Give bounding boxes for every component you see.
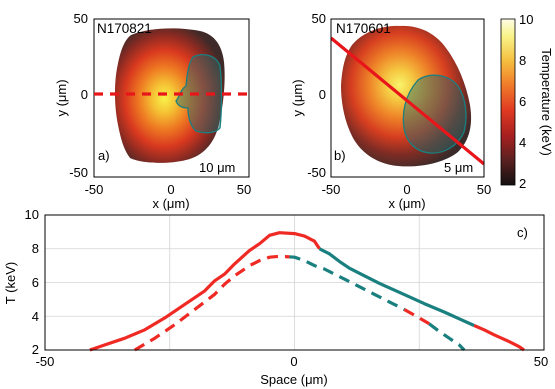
panel-label-b: b) [334,148,346,163]
xtick-b-2: 50 [477,182,491,197]
panel-c: c) -50 0 50 10 8 6 4 2 Space (μm) T (keV… [3,207,548,387]
hotspot-image-b [341,25,472,167]
colorbar-tick-3: 4 [519,135,526,150]
ytick-c-2: 6 [32,275,39,290]
ytick-c-1: 8 [32,241,39,256]
colorbar-tick-1: 8 [519,53,526,68]
colorbar-gradient [500,18,516,186]
ytick-c-0: 10 [25,207,39,222]
scalebar-label-a: 10 μm [199,160,235,175]
ylabel-b: y (μm) [290,79,305,116]
chart-lines [89,231,525,352]
series-dashed-segment-1 [289,255,406,311]
xtick-a-0: -50 [85,182,104,197]
xtick-c-1: 0 [290,354,297,369]
cold-region-b [402,74,467,154]
ylabel-a: y (μm) [54,79,69,116]
colorbar: 10 8 6 4 2 Temperature (keV) [500,12,554,191]
panel-label-a: a) [98,148,110,163]
xtick-b-1: 0 [403,182,410,197]
shot-label-b: N170601 [336,21,391,36]
panel-b: N170601 b) 5 μm -50 0 50 50 0 -50 x (μm)… [290,11,491,211]
xtick-a-1: 0 [167,182,174,197]
ytick-b-1: 0 [319,87,326,102]
ytick-c-3: 4 [32,309,39,324]
ytick-b-2: -50 [307,165,326,180]
series-dashed-segment-0 [133,254,290,352]
colorbar-tick-0: 10 [519,12,533,27]
shot-label-a: N170821 [97,21,152,36]
xlabel-c: Space (μm) [260,372,327,387]
ytick-a-1: 0 [81,87,88,102]
colorbar-tick-2: 6 [519,94,526,109]
panel-a: N170821 a) 10 μm -50 0 50 50 0 -50 x (μm… [54,11,251,211]
xtick-c-0: -50 [36,354,55,369]
ylabel-c: T (keV) [3,262,18,304]
series-dashed-segment-3 [428,322,466,352]
series-solid-segment-2 [473,324,525,352]
axes-frame-b [330,18,485,178]
series-solid-segment-0 [89,231,321,352]
axes-frame-c-top [44,214,545,351]
cut-line-b [331,36,484,166]
ytick-b-0: 50 [312,11,326,26]
ytick-a-0: 50 [74,11,88,26]
xlabel-a: x (μm) [152,196,189,211]
colorbar-tick-4: 2 [519,176,526,191]
xtick-c-2: 50 [534,354,548,369]
colorbar-label: Temperature (keV) [539,48,554,156]
axes-frame-a [93,18,250,178]
xtick-a-2: 50 [237,182,251,197]
series-solid-segment-1 [318,247,475,327]
series-dashed-segment-2 [403,308,431,326]
hotspot-image-a [114,28,225,163]
ytick-c-4: 2 [32,342,39,357]
panel-label-c: c) [517,225,528,240]
xtick-b-0: -50 [322,182,341,197]
scalebar-label-b: 5 μm [444,160,473,175]
xlabel-b: x (μm) [388,196,425,211]
ytick-a-2: -50 [69,165,88,180]
